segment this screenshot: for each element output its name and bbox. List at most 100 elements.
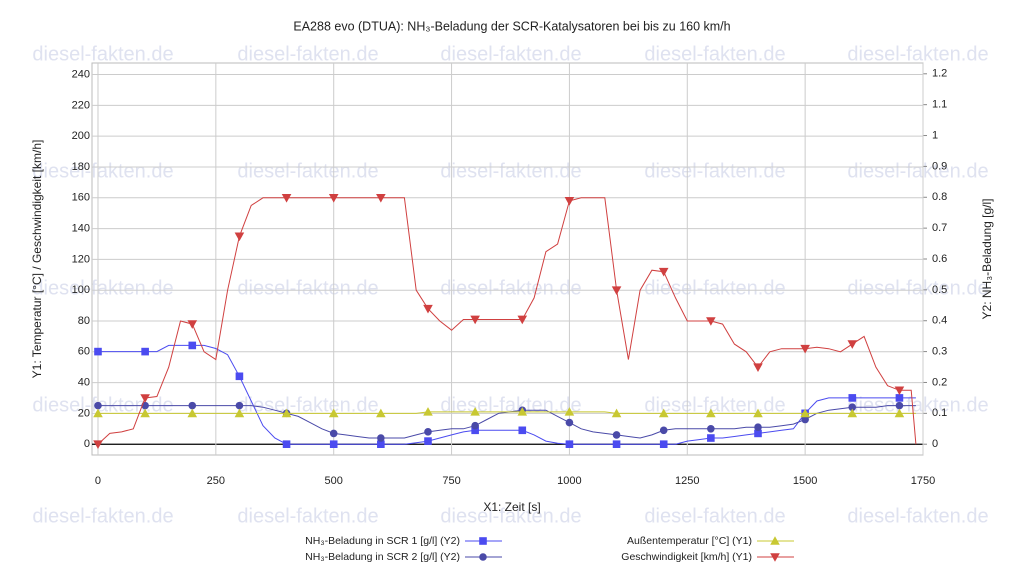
watermark: diesel-fakten.de [32, 505, 173, 527]
marker [376, 193, 386, 203]
marker [423, 304, 433, 314]
watermark: diesel-fakten.de [847, 160, 988, 182]
marker [895, 394, 904, 402]
x-tick-label: 250 [207, 475, 225, 487]
y-tick-label: 220 [72, 99, 90, 111]
watermark: diesel-fakten.de [644, 505, 785, 527]
marker [377, 440, 385, 448]
marker [612, 431, 621, 439]
marker [471, 426, 479, 435]
marker [706, 408, 716, 418]
y-tick-label: 40 [78, 377, 90, 389]
y2-tick-label: 0.1 [932, 407, 947, 419]
y-tick-label: 120 [72, 253, 90, 265]
watermark: diesel-fakten.de [847, 277, 988, 299]
y2-tick-label: 1 [932, 129, 938, 141]
legend-label: NH₃-Beladung in SCR 1 [g/l] (Y2) [305, 535, 460, 547]
marker [517, 407, 528, 416]
marker [377, 434, 385, 442]
marker [140, 394, 150, 403]
x-tick-label: 750 [442, 475, 460, 487]
marker [328, 408, 339, 418]
x-tick-label: 1000 [557, 475, 581, 487]
legend-label: Außentemperatur [°C] (Y1) [627, 535, 752, 547]
marker [564, 407, 575, 416]
series-line [97, 197, 917, 445]
marker [754, 423, 762, 432]
marker [848, 403, 857, 411]
marker [234, 232, 245, 242]
marker [659, 426, 668, 435]
x-tick-label: 500 [325, 475, 343, 487]
y2-tick-label: 0.2 [932, 376, 947, 388]
y-tick-label: 160 [72, 192, 90, 204]
marker [517, 315, 528, 325]
marker [659, 440, 668, 448]
marker [611, 286, 622, 295]
marker [470, 407, 480, 416]
y2-tick-label: 0.8 [932, 191, 947, 203]
y2-tick-label: 1.1 [932, 99, 947, 111]
watermark: diesel-fakten.de [440, 505, 581, 527]
watermark: diesel-fakten.de [644, 160, 785, 182]
marker [800, 344, 810, 354]
marker [141, 347, 149, 356]
x-tick-label: 1500 [793, 475, 817, 487]
marker [187, 408, 198, 418]
watermark: diesel-fakten.de [440, 43, 581, 65]
marker [894, 408, 905, 418]
marker [847, 408, 858, 418]
marker [565, 440, 574, 448]
marker [281, 408, 292, 418]
marker [564, 197, 575, 206]
legend-marker [770, 553, 780, 562]
watermark: diesel-fakten.de [32, 43, 173, 65]
marker [423, 407, 433, 416]
y-tick-label: 60 [78, 346, 90, 358]
watermark: diesel-fakten.de [440, 277, 581, 299]
watermark: diesel-fakten.de [237, 277, 378, 299]
marker [282, 440, 291, 448]
marker [187, 320, 198, 329]
marker [281, 193, 292, 203]
marker [753, 408, 763, 418]
marker [376, 408, 386, 418]
watermarks: diesel-fakten.de diesel-fakten.de diesel-f… [32, 43, 988, 527]
chart-title: EA288 evo (DTUA): NH₃-Beladung der SCR-K… [293, 19, 730, 33]
series-line [98, 411, 916, 414]
marker [424, 428, 432, 436]
y-axis-label: Y1: Temperatur [°C] / Geschwindigkeit [k… [30, 140, 44, 379]
watermark: diesel-fakten.de [847, 394, 988, 416]
y-tick-label: 140 [72, 222, 90, 234]
marker [611, 408, 622, 418]
marker [518, 426, 527, 435]
watermark: diesel-fakten.de [237, 160, 378, 182]
marker [847, 340, 858, 349]
marker [94, 347, 102, 356]
marker [848, 394, 857, 402]
y2-tick-label: 1.2 [932, 68, 947, 80]
x-axis-label: X1: Zeit [s] [483, 500, 540, 514]
x-tick-label: 1250 [675, 475, 699, 487]
legend-label: NH₃-Beladung in SCR 2 [g/l] (Y2) [305, 551, 460, 563]
marker [754, 429, 762, 438]
marker [658, 408, 669, 418]
marker [140, 408, 150, 418]
legend-label: Geschwindigkeit [km/h] (Y1) [621, 551, 752, 563]
x-tick-label: 0 [95, 475, 101, 487]
y2-tick-label: 0.4 [932, 315, 947, 327]
y-tick-label: 200 [72, 130, 90, 142]
y-tick-label: 100 [72, 284, 90, 296]
marker [188, 401, 197, 410]
marker [707, 434, 715, 442]
y-tick-label: 20 [78, 407, 90, 419]
marker [707, 424, 715, 433]
watermark: diesel-fakten.de [847, 505, 988, 527]
legend-marker [770, 536, 780, 545]
marker [471, 421, 479, 430]
y2-tick-label: 0 [932, 438, 938, 450]
watermark: diesel-fakten.de [237, 43, 378, 65]
y2-tick-label: 0.9 [932, 160, 947, 172]
marker [188, 341, 197, 350]
marker [235, 372, 244, 381]
